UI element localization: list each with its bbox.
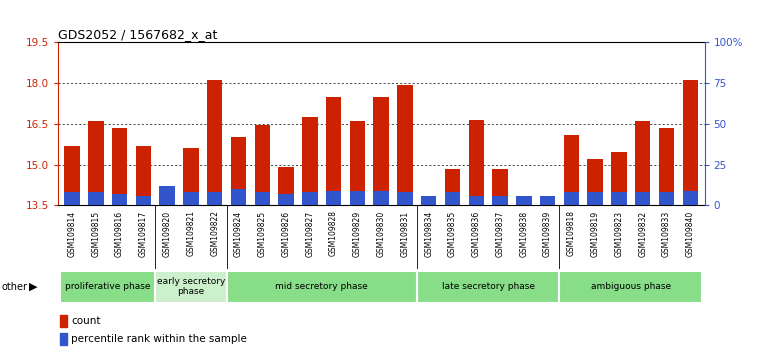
Bar — [421, 201, 437, 205]
Text: GSM109821: GSM109821 — [186, 210, 196, 256]
Bar — [468, 120, 484, 205]
Text: proliferative phase: proliferative phase — [65, 282, 150, 291]
Bar — [492, 169, 507, 205]
Bar — [635, 192, 651, 205]
Bar — [112, 194, 127, 205]
Bar — [611, 153, 627, 205]
Text: GSM109824: GSM109824 — [234, 210, 243, 257]
Text: GSM109834: GSM109834 — [424, 210, 434, 257]
Bar — [255, 125, 270, 205]
Bar — [278, 194, 294, 205]
Bar — [659, 192, 675, 205]
Bar — [492, 195, 507, 205]
Bar — [60, 315, 66, 327]
Bar — [659, 128, 675, 205]
Bar — [350, 191, 365, 205]
Text: GSM109830: GSM109830 — [377, 210, 386, 257]
Text: GDS2052 / 1567682_x_at: GDS2052 / 1567682_x_at — [58, 28, 217, 41]
Text: GSM109832: GSM109832 — [638, 210, 648, 257]
Bar — [207, 192, 223, 205]
Text: GSM109831: GSM109831 — [400, 210, 410, 257]
Bar — [611, 192, 627, 205]
Bar — [564, 192, 579, 205]
Bar — [540, 201, 555, 205]
Bar — [588, 159, 603, 205]
Bar — [226, 271, 417, 303]
Text: late secretory phase: late secretory phase — [442, 282, 534, 291]
Bar — [560, 271, 702, 303]
Bar — [159, 186, 175, 205]
Bar — [156, 271, 226, 303]
Bar — [88, 192, 103, 205]
Text: GSM109829: GSM109829 — [353, 210, 362, 257]
Bar — [468, 195, 484, 205]
Text: other: other — [2, 282, 28, 292]
Bar — [136, 195, 151, 205]
Bar — [350, 121, 365, 205]
Bar — [183, 148, 199, 205]
Bar — [207, 80, 223, 205]
Bar — [302, 192, 317, 205]
Text: GSM109823: GSM109823 — [614, 210, 624, 257]
Bar — [64, 145, 80, 205]
Bar — [231, 189, 246, 205]
Bar — [588, 192, 603, 205]
Text: percentile rank within the sample: percentile rank within the sample — [71, 334, 247, 344]
Bar — [417, 271, 560, 303]
Text: ▶: ▶ — [29, 282, 38, 292]
Bar — [136, 145, 151, 205]
Bar — [373, 191, 389, 205]
Bar — [231, 137, 246, 205]
Bar — [60, 271, 156, 303]
Text: GSM109825: GSM109825 — [258, 210, 266, 257]
Bar — [326, 191, 341, 205]
Text: GSM109833: GSM109833 — [662, 210, 671, 257]
Bar — [682, 191, 698, 205]
Bar — [302, 117, 317, 205]
Bar — [159, 202, 175, 205]
Bar — [278, 167, 294, 205]
Text: GSM109817: GSM109817 — [139, 210, 148, 257]
Text: GSM109814: GSM109814 — [68, 210, 76, 257]
Bar — [397, 85, 413, 205]
Bar — [516, 201, 531, 205]
Text: count: count — [71, 316, 101, 326]
Text: early secretory
phase: early secretory phase — [157, 277, 225, 296]
Bar — [112, 128, 127, 205]
Text: GSM109826: GSM109826 — [282, 210, 290, 257]
Bar — [397, 192, 413, 205]
Bar — [183, 192, 199, 205]
Bar — [682, 80, 698, 205]
Text: GSM109839: GSM109839 — [543, 210, 552, 257]
Text: GSM109828: GSM109828 — [329, 210, 338, 256]
Text: GSM109815: GSM109815 — [92, 210, 100, 257]
Bar — [421, 195, 437, 205]
Bar — [540, 195, 555, 205]
Text: GSM109837: GSM109837 — [496, 210, 504, 257]
Text: GSM109818: GSM109818 — [567, 210, 576, 256]
Text: GSM109835: GSM109835 — [448, 210, 457, 257]
Bar — [255, 192, 270, 205]
Text: GSM109840: GSM109840 — [686, 210, 695, 257]
Text: GSM109827: GSM109827 — [306, 210, 314, 257]
Text: mid secretory phase: mid secretory phase — [276, 282, 368, 291]
Text: GSM109838: GSM109838 — [519, 210, 528, 257]
Bar — [516, 195, 531, 205]
Bar — [64, 192, 80, 205]
Bar — [635, 121, 651, 205]
Text: GSM109820: GSM109820 — [162, 210, 172, 257]
Bar — [373, 97, 389, 205]
Bar — [60, 333, 66, 345]
Bar — [88, 121, 103, 205]
Text: GSM109822: GSM109822 — [210, 210, 219, 256]
Text: GSM109836: GSM109836 — [472, 210, 480, 257]
Bar — [326, 97, 341, 205]
Text: GSM109816: GSM109816 — [115, 210, 124, 257]
Text: ambiguous phase: ambiguous phase — [591, 282, 671, 291]
Bar — [445, 169, 460, 205]
Bar — [564, 135, 579, 205]
Bar — [445, 192, 460, 205]
Text: GSM109819: GSM109819 — [591, 210, 600, 257]
